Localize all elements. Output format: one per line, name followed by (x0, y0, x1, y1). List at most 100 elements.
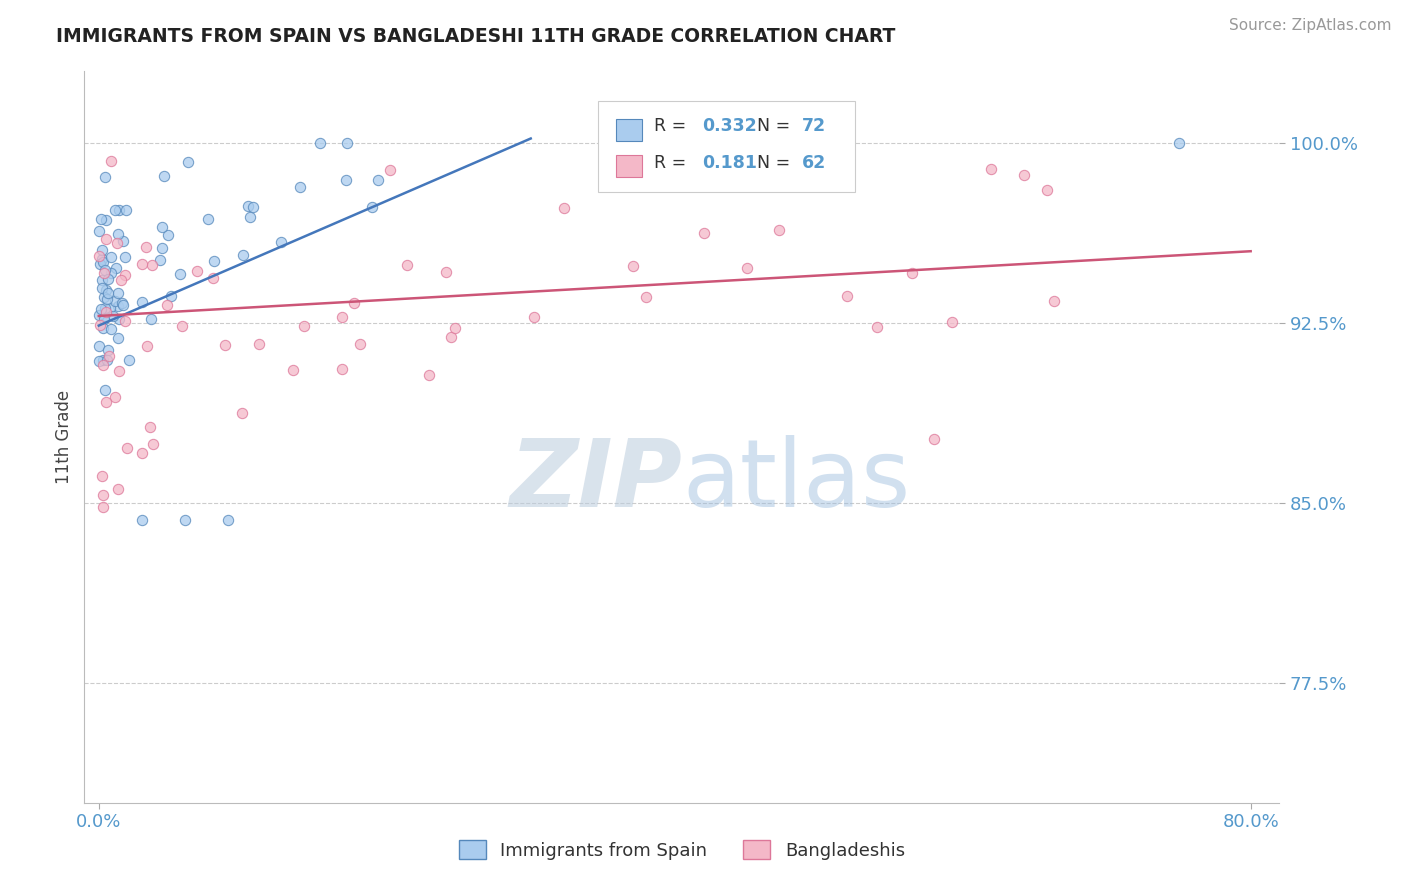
Point (270, 235, 292, 250)
Point (336, 136, 359, 151)
Text: IMMIGRANTS FROM SPAIN VS BANGLADESHI 11TH GRADE CORRELATION CHART: IMMIGRANTS FROM SPAIN VS BANGLADESHI 11T… (56, 27, 896, 45)
Point (553, 201, 575, 215)
Point (150, 219, 173, 234)
Point (131, 295, 153, 310)
Point (108, 203, 131, 218)
Point (434, 265, 457, 279)
Point (93, 310, 115, 324)
Point (440, 330, 463, 344)
Point (90, 252, 112, 266)
Text: N =: N = (758, 153, 796, 172)
Point (93, 352, 115, 367)
Point (90, 469, 112, 483)
Point (91, 281, 114, 295)
Point (232, 248, 254, 262)
Text: 0.181: 0.181 (702, 153, 758, 172)
Point (100, 154, 122, 169)
Point (100, 266, 122, 280)
Point (93, 254, 115, 268)
Point (131, 446, 153, 460)
Point (202, 270, 225, 285)
Point (1012, 168, 1035, 182)
Point (308, 136, 330, 151)
Point (111, 235, 134, 249)
Point (523, 310, 546, 324)
Point (131, 513, 153, 527)
Point (94, 383, 117, 397)
Point (837, 289, 859, 303)
Point (93, 267, 115, 281)
Point (156, 227, 179, 242)
Point (115, 442, 138, 456)
Point (111, 296, 134, 310)
Point (186, 264, 208, 278)
Point (100, 251, 122, 265)
Point (108, 312, 131, 326)
Point (118, 353, 141, 368)
Point (100, 321, 122, 335)
Point (96, 304, 118, 318)
Point (330, 361, 353, 376)
Point (866, 320, 889, 334)
Point (107, 331, 129, 345)
Point (94, 212, 117, 227)
Point (172, 319, 194, 334)
Point (361, 200, 384, 214)
Point (290, 180, 312, 194)
Point (1043, 293, 1066, 308)
Point (231, 406, 253, 420)
Text: 72: 72 (801, 117, 825, 136)
Point (107, 285, 129, 300)
Point (94, 169, 117, 184)
Point (115, 203, 138, 218)
Point (89, 318, 111, 333)
Point (236, 199, 259, 213)
Point (634, 290, 657, 304)
Point (281, 363, 304, 377)
Point (104, 293, 127, 308)
Point (142, 437, 165, 451)
Point (107, 483, 129, 497)
Text: ZIP: ZIP (509, 435, 682, 527)
Point (98, 349, 121, 363)
Point (214, 338, 236, 352)
Point (202, 253, 225, 268)
Point (1167, 136, 1189, 151)
Point (131, 257, 153, 271)
Point (149, 253, 172, 268)
Text: 62: 62 (801, 153, 825, 172)
Point (94, 263, 117, 277)
Point (89, 257, 111, 271)
Legend: Immigrants from Spain, Bangladeshis: Immigrants from Spain, Bangladeshis (451, 833, 912, 867)
Point (93, 301, 115, 315)
Point (1036, 183, 1059, 197)
Point (141, 311, 163, 326)
Point (108, 364, 131, 378)
Point (107, 227, 129, 241)
Point (343, 296, 366, 310)
Point (91, 500, 114, 515)
Point (90, 244, 112, 258)
Point (136, 339, 159, 353)
Point (141, 259, 163, 273)
Point (101, 310, 124, 324)
Point (941, 315, 963, 329)
Point (135, 240, 157, 254)
Text: R =: R = (654, 153, 692, 172)
Point (150, 241, 173, 255)
Y-axis label: 11th Grade: 11th Grade (55, 390, 73, 484)
Point (87, 354, 110, 368)
Point (90, 273, 112, 287)
Point (418, 368, 440, 383)
Point (901, 266, 924, 280)
Point (239, 210, 262, 224)
Point (96, 292, 118, 306)
Point (114, 314, 136, 328)
Point (87, 249, 110, 263)
Point (114, 268, 136, 282)
Point (114, 250, 136, 264)
Point (94, 283, 117, 297)
FancyBboxPatch shape (599, 101, 855, 192)
Point (97, 271, 120, 285)
Text: 0.332: 0.332 (702, 117, 756, 136)
